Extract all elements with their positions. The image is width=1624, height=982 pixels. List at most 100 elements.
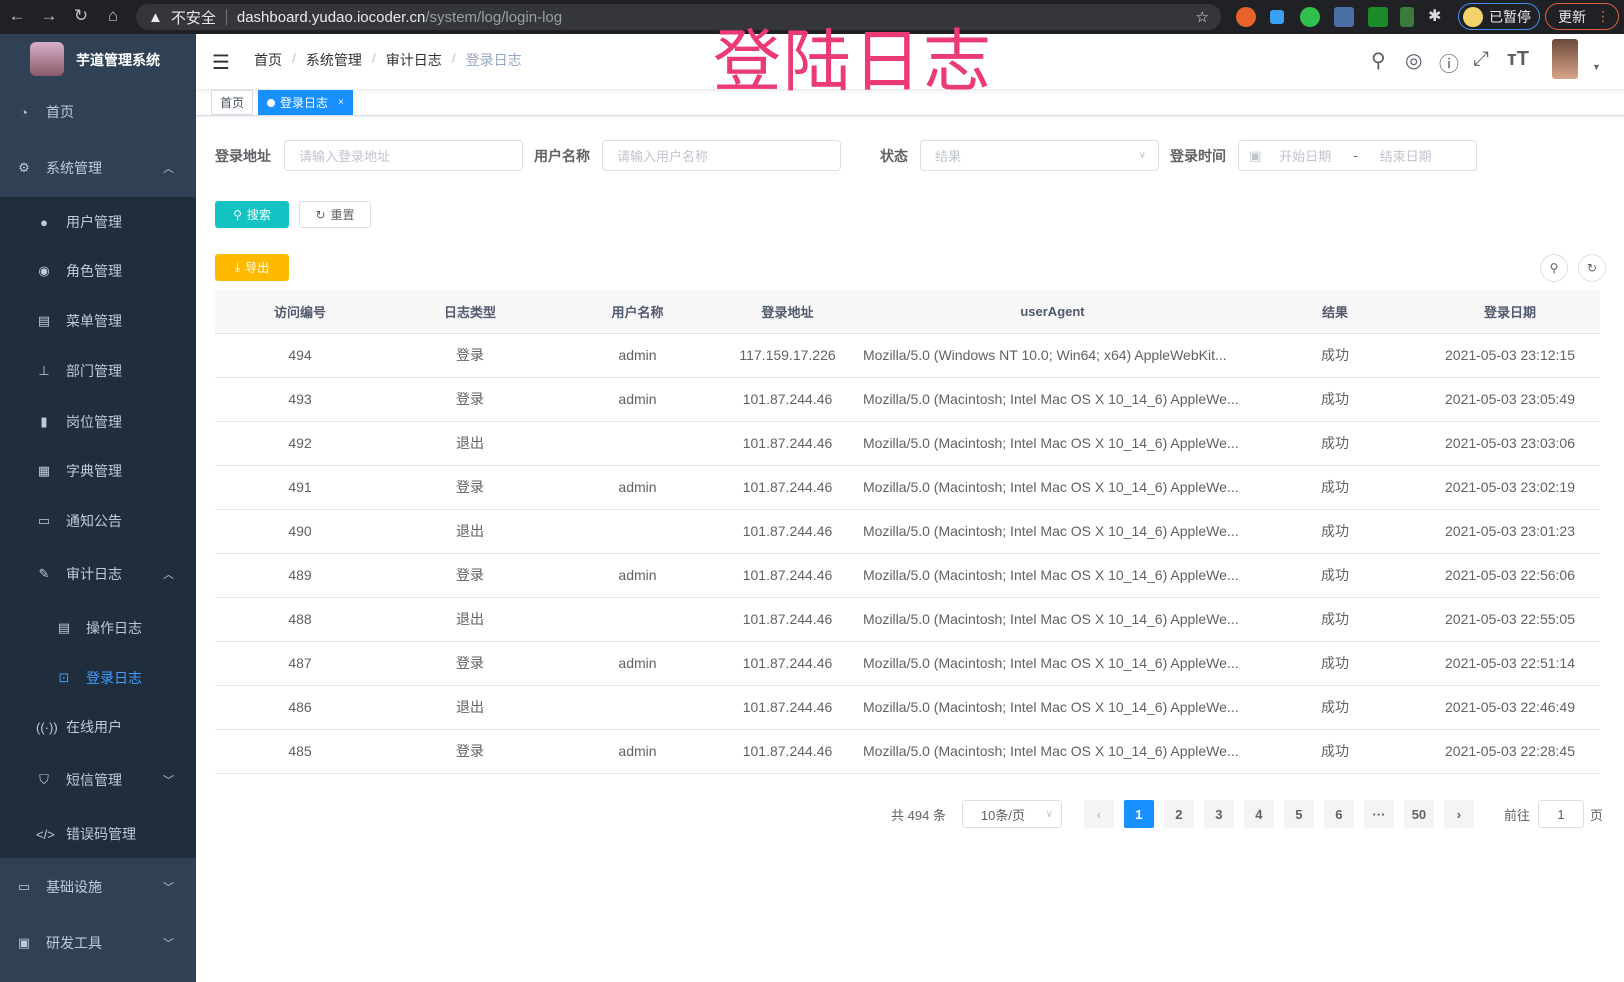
- sidebar-item[interactable]: ⛉ 短信管理 ﹀: [0, 755, 196, 805]
- toggle-search-icon[interactable]: ⚲: [1540, 254, 1568, 282]
- table-cell: 486: [215, 685, 385, 730]
- back-icon[interactable]: ←: [8, 6, 26, 25]
- extension-icon[interactable]: [1236, 7, 1256, 27]
- sidebar-item-label: 通知公告: [66, 513, 122, 529]
- prev-page-button[interactable]: ‹: [1083, 800, 1114, 828]
- reset-button[interactable]: ↻ 重置: [299, 201, 371, 228]
- sidebar-item[interactable]: ◉ 角色管理: [0, 246, 196, 296]
- search-icon[interactable]: ⚲: [1371, 50, 1386, 72]
- puzzle-icon[interactable]: ✱: [1428, 8, 1442, 25]
- update-button[interactable]: 更新 ⋮: [1545, 3, 1619, 30]
- caret-down-icon[interactable]: ▼: [1592, 62, 1601, 72]
- next-page-button[interactable]: ›: [1443, 800, 1474, 828]
- sidebar-item[interactable]: </> 错误码管理: [0, 809, 196, 859]
- extension-icon[interactable]: [1270, 10, 1284, 24]
- export-label: 导出: [245, 261, 270, 275]
- table-cell: Mozilla/5.0 (Macintosh; Intel Mac OS X 1…: [855, 729, 1250, 774]
- page-button[interactable]: 3: [1203, 800, 1234, 828]
- user-icon: ●: [40, 214, 48, 230]
- address-bar[interactable]: ▲ 不安全 dashboard.yudao.iocoder.cn/system/…: [136, 4, 1221, 30]
- page-button[interactable]: ···: [1363, 800, 1394, 828]
- update-label: 更新: [1558, 8, 1586, 25]
- fullscreen-icon[interactable]: ⤢: [1473, 48, 1489, 70]
- sidebar-item[interactable]: ▣ 研发工具 ﹀: [0, 918, 196, 968]
- table-cell: 2021-05-03 22:46:49: [1420, 685, 1600, 730]
- sidebar-item[interactable]: ((·)) 在线用户: [0, 702, 196, 752]
- table-cell: 登录: [385, 641, 555, 686]
- dashboard-icon: ◔: [20, 104, 28, 120]
- extension-icon[interactable]: [1368, 7, 1388, 27]
- page-button[interactable]: 5: [1283, 800, 1314, 828]
- sidebar-item-label: 研发工具: [46, 935, 102, 951]
- sidebar-item[interactable]: ✎ 审计日志 ︿: [0, 549, 196, 599]
- url-host: dashboard.yudao.iocoder.cn: [236, 8, 426, 26]
- font-size-icon[interactable]: тT: [1507, 48, 1530, 70]
- close-icon[interactable]: ×: [338, 97, 344, 108]
- download-icon: ⤓: [234, 260, 241, 274]
- breadcrumb-item: 系统管理: [305, 52, 362, 68]
- extension-icon[interactable]: [1334, 7, 1354, 27]
- tag-home[interactable]: 首页: [211, 90, 254, 115]
- forward-icon[interactable]: →: [40, 6, 58, 25]
- sidebar-item[interactable]: ▤ 操作日志: [0, 603, 196, 653]
- table-row: 488 退出 101.87.244.46 Mozilla/5.0 (Macintosh…: [215, 597, 1600, 642]
- sidebar-item[interactable]: ◔ 首页: [0, 87, 196, 137]
- table-cell: [555, 597, 720, 642]
- hamburger-icon[interactable]: ☰: [212, 52, 230, 74]
- extension-icon[interactable]: [1400, 7, 1414, 27]
- page-button[interactable]: 2: [1163, 800, 1194, 828]
- github-icon[interactable]: ◎: [1405, 50, 1423, 72]
- page-button[interactable]: 50: [1403, 800, 1434, 828]
- table-row: 491 登录 admin 101.87.244.46 Mozilla/5.0 (Maci…: [215, 465, 1600, 510]
- search-button[interactable]: ⚲ 搜索: [215, 201, 289, 228]
- table-cell: 2021-05-03 22:56:06: [1420, 553, 1600, 598]
- sidebar-item[interactable]: ▦ 字典管理: [0, 446, 196, 496]
- calendar-icon: ▣: [1249, 147, 1262, 163]
- avatar[interactable]: [1552, 39, 1578, 79]
- tag-login-log[interactable]: 登录日志 ×: [258, 90, 353, 115]
- table-cell: [555, 421, 720, 466]
- page-button[interactable]: 6: [1323, 800, 1354, 828]
- table-cell: 101.87.244.46: [720, 553, 855, 598]
- page-button[interactable]: 4: [1243, 800, 1274, 828]
- sidebar-item[interactable]: ▮ 岗位管理: [0, 397, 196, 447]
- address-input[interactable]: 请输入登录地址: [284, 140, 523, 171]
- reload-icon[interactable]: ↻: [73, 6, 89, 25]
- username-input[interactable]: 请输入用户名称: [602, 140, 841, 171]
- refresh-icon[interactable]: ↻: [1578, 254, 1606, 282]
- table-cell: Mozilla/5.0 (Macintosh; Intel Mac OS X 1…: [855, 465, 1250, 510]
- breadcrumb-item[interactable]: 首页: [254, 52, 282, 68]
- goto-page-input[interactable]: 1: [1537, 800, 1584, 828]
- extension-icon[interactable]: [1300, 7, 1320, 27]
- table-cell: 101.87.244.46: [720, 377, 855, 422]
- sidebar-item[interactable]: ⊥ 部门管理: [0, 346, 196, 396]
- export-button[interactable]: ⤓ 导出: [215, 254, 289, 281]
- sidebar-item[interactable]: ▤ 菜单管理: [0, 296, 196, 346]
- page-button[interactable]: 1: [1123, 800, 1154, 828]
- star-icon[interactable]: ☆: [1195, 9, 1209, 26]
- sidebar-item[interactable]: ▭ 通知公告: [0, 496, 196, 546]
- placeholder: 请输入登录地址: [299, 149, 391, 164]
- sidebar-item[interactable]: ⚙ 系统管理 ︿: [0, 143, 196, 193]
- sidebar-item[interactable]: ▭ 基础设施 ﹀: [0, 862, 196, 912]
- table-cell: 登录: [385, 333, 555, 378]
- chevron-up-icon: ︿: [163, 163, 174, 175]
- overlay-title: 登陆日志: [713, 24, 994, 100]
- status-select[interactable]: 结果 ∨: [920, 140, 1159, 171]
- sidebar-item[interactable]: ● 用户管理: [0, 197, 196, 247]
- question-icon[interactable]: ⓘ: [1439, 54, 1459, 76]
- date-range-picker[interactable]: ▣ 开始日期 - 结束日期: [1238, 140, 1477, 171]
- sidebar-item[interactable]: ⊡ 登录日志: [0, 653, 196, 703]
- table-cell: 成功: [1250, 641, 1420, 686]
- gear-icon: ⚙: [18, 160, 30, 175]
- page-size-select[interactable]: 10条/页 ∨: [961, 800, 1062, 828]
- profile-button[interactable]: 已暂停: [1458, 3, 1540, 30]
- table-cell: [555, 685, 720, 730]
- home-icon[interactable]: ⌂: [107, 6, 119, 25]
- table-row: 490 退出 101.87.244.46 Mozilla/5.0 (Macintosh…: [215, 509, 1600, 554]
- table-cell: admin: [555, 465, 720, 510]
- browser-toolbar: ← → ↻ ⌂ ▲ 不安全 dashboard.yudao.iocoder.cn…: [0, 0, 1624, 34]
- table-cell: 492: [215, 421, 385, 466]
- table-cell: 成功: [1250, 685, 1420, 730]
- logo: [30, 42, 64, 76]
